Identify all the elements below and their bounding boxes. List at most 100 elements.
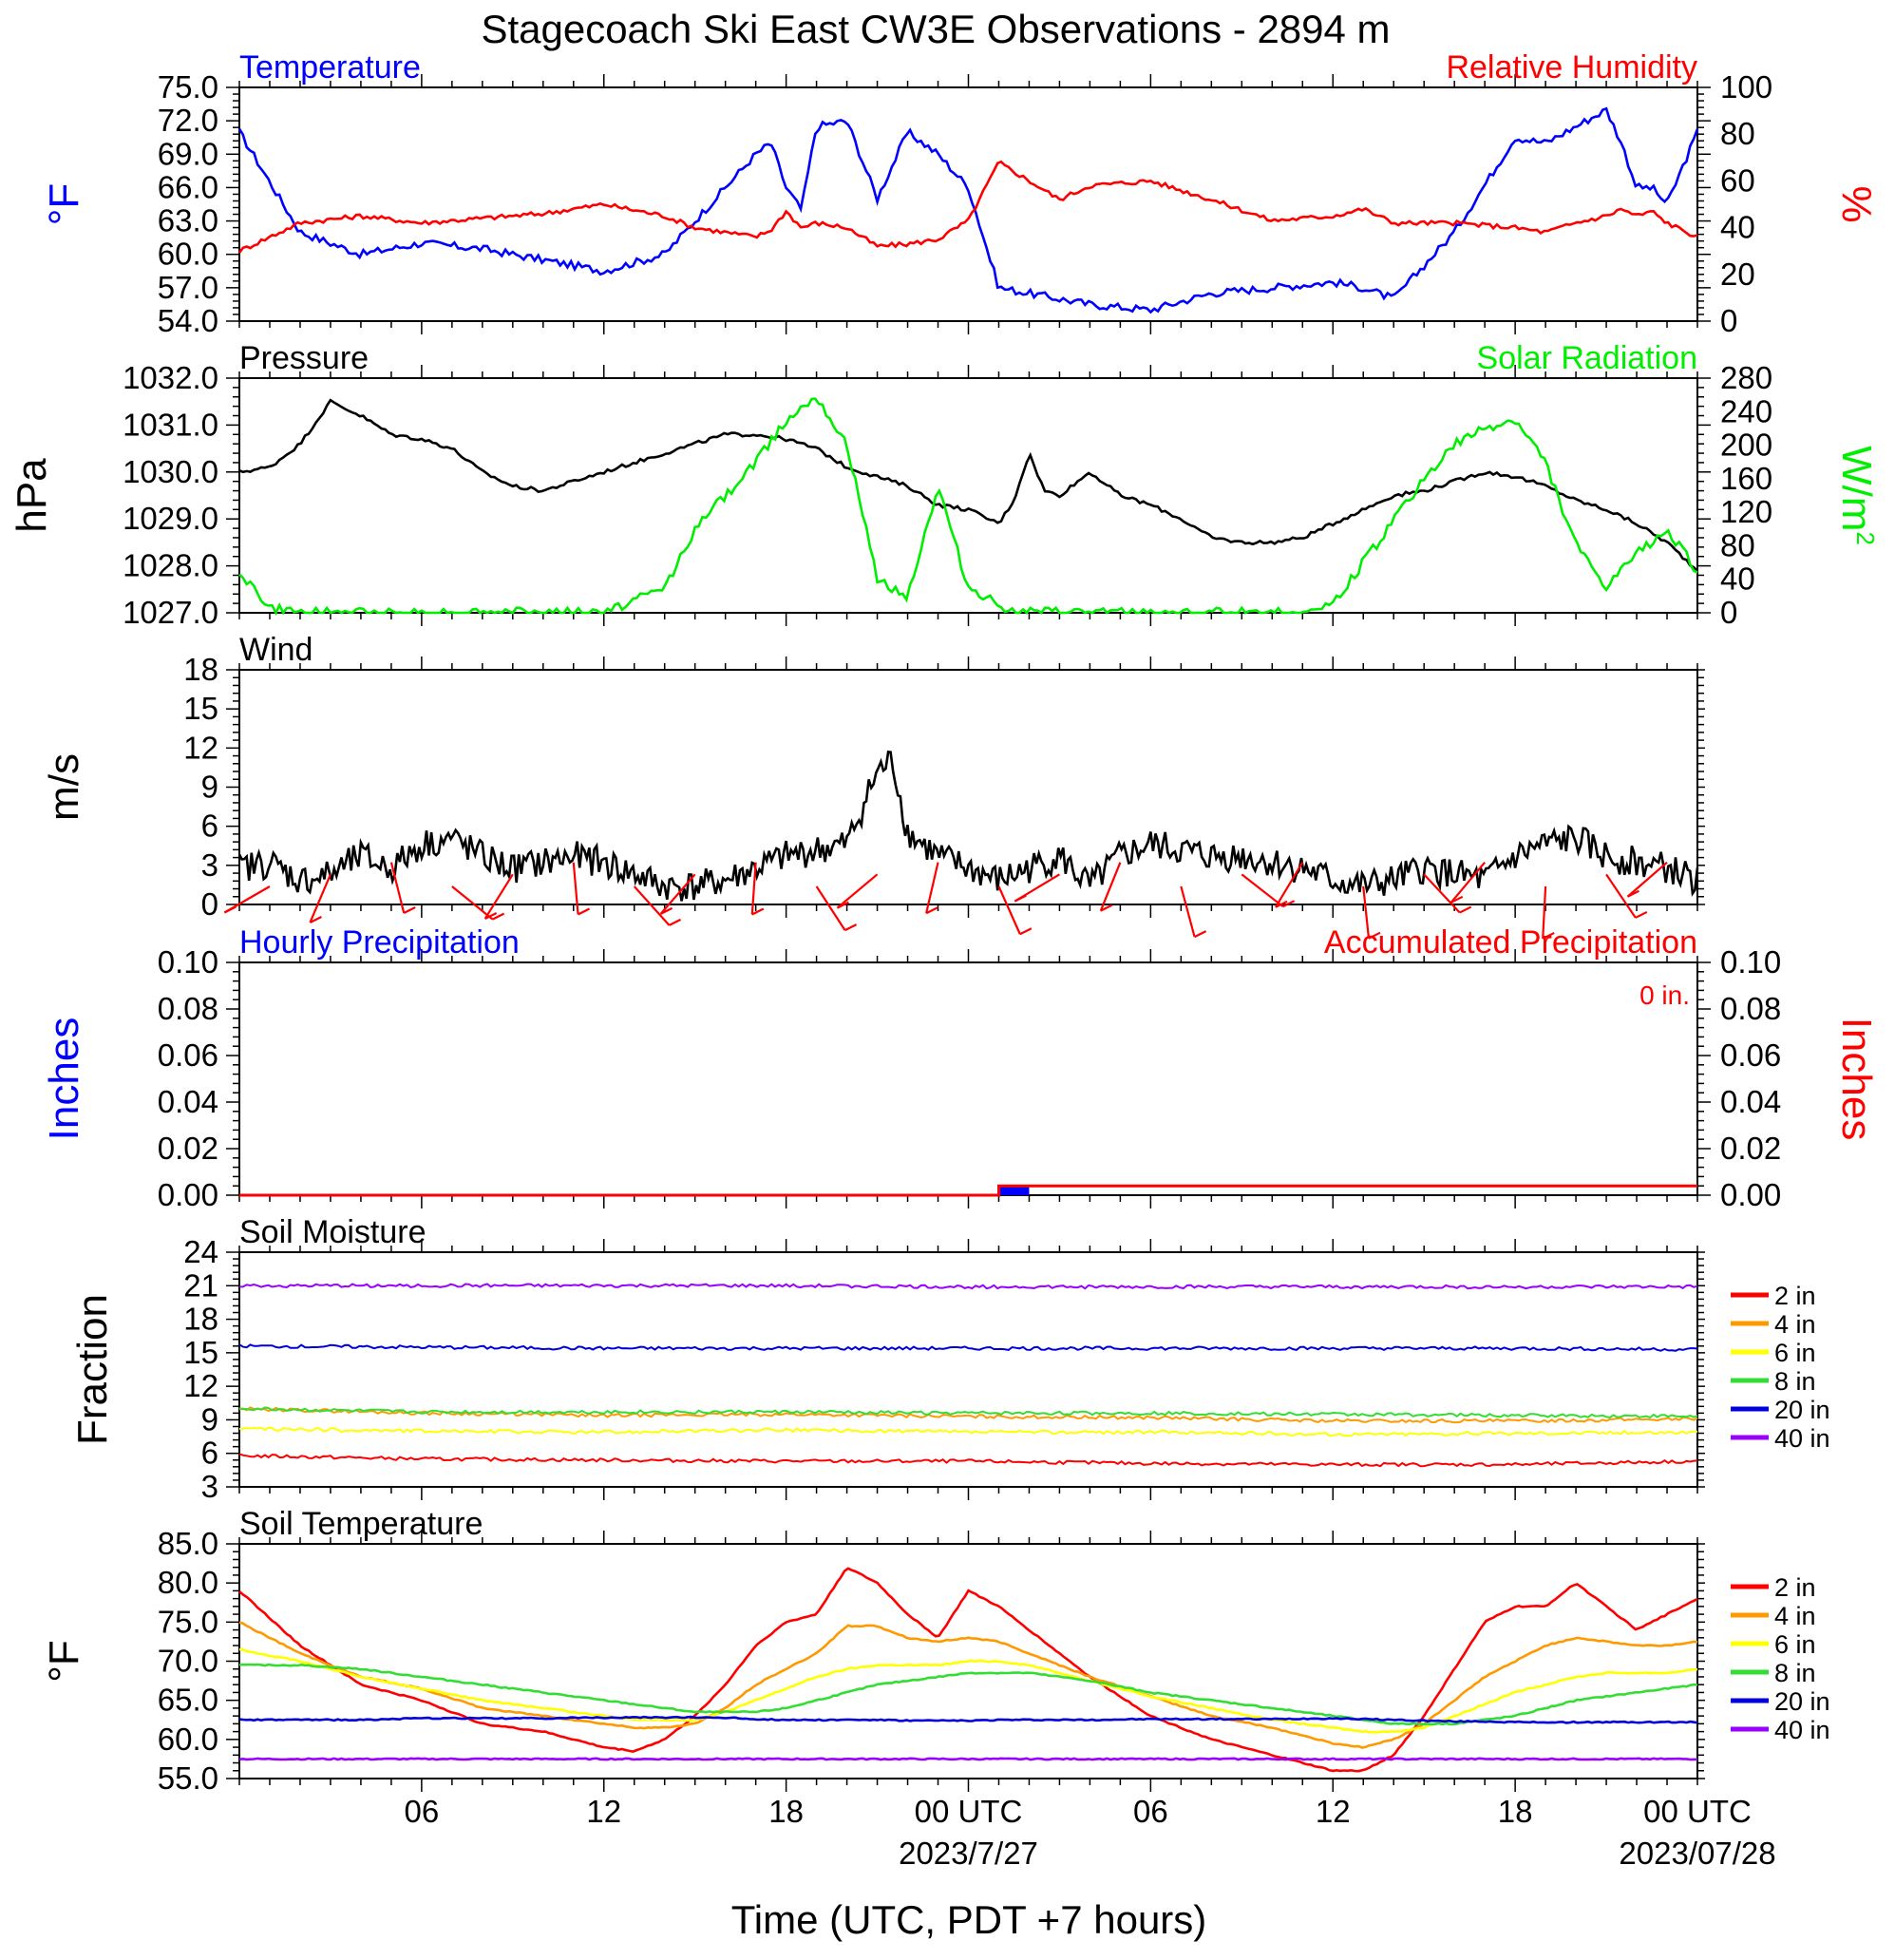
wind-barb [1626, 861, 1668, 898]
y-right-tick-label: 0.06 [1720, 1037, 1781, 1073]
legend-entry: 20 in [1774, 1396, 1830, 1424]
panel-title-left: Wind [239, 632, 313, 668]
series-line-2-in [238, 1567, 1698, 1773]
x-tick-label: 18 [768, 1794, 804, 1829]
x-tick-label: 12 [586, 1794, 621, 1829]
y-tick-label: 6 [201, 1436, 218, 1471]
wind-barb-flag [751, 907, 765, 916]
y-tick-label: 15 [183, 691, 218, 726]
panel-frame [238, 86, 1698, 322]
y-tick-label: 55.0 [158, 1760, 218, 1796]
wind-barb-flag [844, 923, 858, 932]
wind-barb-flag [492, 912, 505, 921]
series-line-4-in [238, 1406, 1698, 1424]
panel-title-left: Pressure [239, 340, 369, 376]
y-tick-label: 0.02 [158, 1131, 218, 1166]
y-tick-label: 1029.0 [123, 501, 218, 536]
y-tick-label: 24 [183, 1234, 218, 1269]
legend-entry: 40 in [1774, 1716, 1830, 1744]
series-line-relative-humidity [237, 160, 1698, 254]
panel-title-left: Hourly Precipitation [239, 924, 520, 961]
y-right-tick-label: 120 [1720, 494, 1772, 529]
legend-entry: 8 in [1774, 1659, 1816, 1687]
panel-pressure-solar: 1032.01031.01030.01029.01028.01027.02802… [9, 340, 1880, 630]
y-right-tick-label: 240 [1720, 393, 1772, 428]
y-tick-label: 70.0 [158, 1644, 218, 1679]
y-tick-label: 75.0 [158, 69, 218, 105]
y-right-tick-label: 40 [1720, 210, 1755, 245]
y-tick-label: 57.0 [158, 270, 218, 305]
wind-barb-flag [309, 915, 322, 923]
wind-barb [1275, 862, 1304, 908]
y-tick-label: 9 [201, 770, 218, 805]
y-right-tick-label: 80 [1720, 116, 1755, 151]
wind-barb-flag [1194, 930, 1207, 939]
series-line-6-in [238, 1426, 1697, 1437]
wind-barb-flag [1368, 931, 1381, 940]
wind-barb-flag [1450, 895, 1464, 904]
y-tick-label: 0 [201, 886, 218, 922]
y-tick-label: 66.0 [158, 169, 218, 204]
y-right-tick-label: 160 [1720, 461, 1772, 496]
panel-temperature-humidity: 75.072.069.066.063.060.057.054.0 100 80 60 4… [41, 49, 1880, 338]
y-right-tick-label: 100 [1720, 69, 1772, 105]
panel-title-left: Temperature [239, 49, 421, 86]
legend-entry: 6 in [1774, 1630, 1816, 1659]
wind-barb [1362, 885, 1371, 939]
accumulated-precip-line [239, 1184, 1697, 1197]
legend-entry: 2 in [1774, 1573, 1816, 1602]
y-tick-label: 18 [183, 652, 218, 687]
y-tick-label: 1030.0 [123, 454, 218, 489]
y-right-tick-label: 200 [1720, 428, 1772, 463]
legend-entry: 6 in [1774, 1339, 1816, 1367]
y-axis-label-right: W/m2 [1833, 446, 1880, 545]
y-axis-label-right: Inches [1833, 1018, 1880, 1141]
legend-entry: 20 in [1774, 1687, 1830, 1716]
legend-entry: 4 in [1774, 1602, 1816, 1630]
series-line-40-in [239, 1283, 1698, 1290]
wind-barb [1542, 885, 1547, 939]
y-right-tick-label: 40 [1720, 561, 1755, 597]
y-tick-label: 12 [183, 1368, 218, 1403]
panel-title-right: Accumulated Precipitation [1324, 924, 1697, 961]
y-tick-label: 0.08 [158, 991, 218, 1026]
wind-barb-flag [1459, 905, 1472, 914]
series-line-temperature [237, 106, 1699, 314]
y-right-tick-label: 0.08 [1720, 991, 1781, 1026]
wind-barb [1241, 873, 1284, 908]
date-label: 2023/7/27 [899, 1836, 1038, 1871]
wind-barb-flag [1014, 894, 1027, 903]
wind-barb [633, 885, 671, 926]
y-right-tick-label: 0.04 [1720, 1084, 1781, 1119]
hourly-precip-bar [998, 1186, 1030, 1195]
panel-title-left: Soil Temperature [239, 1506, 483, 1542]
legend-entry: 8 in [1774, 1367, 1816, 1396]
wind-barb [309, 873, 332, 923]
wind-barb-flag [578, 907, 591, 916]
series-line-6-in [238, 1647, 1698, 1734]
y-tick-label: 85.0 [158, 1526, 218, 1561]
y-tick-label: 9 [201, 1401, 218, 1437]
wind-barb-flag [660, 906, 673, 915]
y-tick-label: 21 [183, 1267, 218, 1303]
panel-wind: 18 15 12 9 630 Wind m/s [41, 632, 1705, 940]
date-label: 2023/07/28 [1619, 1836, 1775, 1871]
y-axis-label: m/s [41, 753, 87, 821]
legend-entry: 40 in [1774, 1424, 1830, 1453]
y-right-tick-label: 20 [1720, 257, 1755, 292]
y-axis-label: °F [41, 183, 87, 225]
series-line-solar-radiation [238, 397, 1698, 616]
y-right-tick-label: 280 [1720, 360, 1772, 395]
y-tick-label: 65.0 [158, 1683, 218, 1718]
wind-barb [659, 873, 696, 915]
x-tick-label: 12 [1316, 1794, 1351, 1829]
wind-barb [997, 885, 1021, 935]
wind-barb-flag [1635, 910, 1648, 919]
y-tick-label: 63.0 [158, 203, 218, 238]
panel-soil-temperature: 85.0 80.0 75.0 70.0 65.0 60.055.0 Soil Tempera… [41, 1506, 1830, 1796]
